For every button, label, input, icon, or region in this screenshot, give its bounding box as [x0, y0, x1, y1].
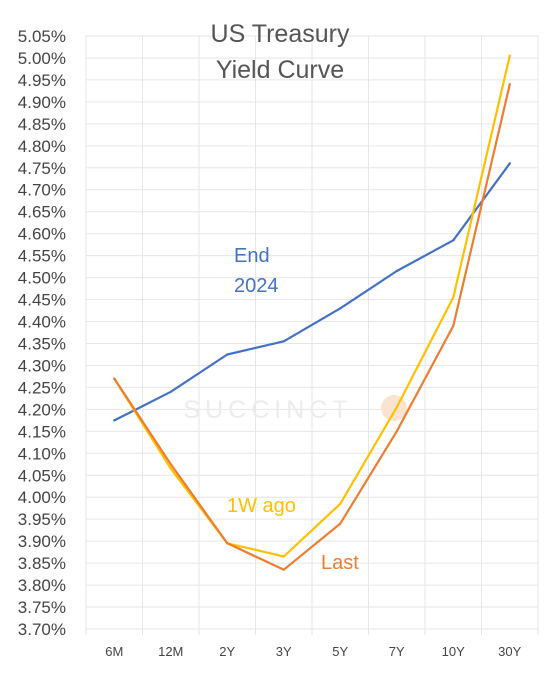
y-tick-label: 4.80%: [18, 137, 66, 156]
y-tick-label: 5.00%: [18, 49, 66, 68]
y-tick-label: 4.65%: [18, 203, 66, 222]
data-point: [508, 83, 511, 86]
data-point: [169, 390, 172, 393]
x-tick-label: 5Y: [332, 644, 348, 659]
y-tick-label: 4.20%: [18, 400, 66, 419]
watermark-text: SUCCINCT: [183, 396, 352, 424]
y-tick-label: 4.10%: [18, 444, 66, 463]
y-tick-label: 3.95%: [18, 510, 66, 529]
grid-layer: [85, 35, 539, 635]
series-layer: [113, 54, 511, 571]
chart-title: US Treasury Yield Curve: [211, 20, 350, 84]
y-tick-label: 3.80%: [18, 576, 66, 595]
data-point: [226, 542, 229, 545]
data-point: [452, 296, 455, 299]
y-tick-label: 3.90%: [18, 532, 66, 551]
data-point: [282, 568, 285, 571]
y-tick-label: 3.70%: [18, 620, 66, 639]
chart-title-line: US Treasury: [211, 20, 350, 48]
y-tick-label: 4.45%: [18, 291, 66, 310]
chart-title-line: Yield Curve: [216, 56, 344, 84]
x-tick-label: 10Y: [442, 644, 465, 659]
y-tick-label: 4.75%: [18, 159, 66, 178]
y-tick-label: 4.15%: [18, 422, 66, 441]
series-label: Last: [321, 552, 359, 574]
y-axis-labels: 5.05% 5.00% 4.95% 4.90% 4.85% 4.80% 4.75% 4.70%…: [18, 27, 66, 639]
data-point: [395, 269, 398, 273]
series-line-2: [113, 83, 511, 571]
y-tick-label: 3.85%: [18, 554, 66, 573]
data-point: [452, 239, 455, 242]
data-point: [113, 419, 116, 422]
x-axis-labels: 6M 12M 2Y 3Y 5Y 7Y 10Y 30Y: [105, 644, 521, 659]
y-tick-label: 4.55%: [18, 247, 66, 266]
series-line-1: [113, 54, 511, 558]
series-line-0: [113, 162, 511, 422]
data-point: [395, 406, 398, 409]
x-tick-label: 2Y: [219, 644, 235, 659]
y-tick-label: 3.75%: [18, 598, 66, 617]
data-point: [452, 324, 455, 328]
data-point: [169, 467, 172, 470]
series-label: 1W ago: [227, 495, 296, 517]
y-tick-label: 4.35%: [18, 334, 66, 353]
x-tick-label: 3Y: [276, 644, 292, 659]
data-point: [113, 377, 116, 380]
y-tick-label: 4.00%: [18, 488, 66, 507]
y-tick-label: 4.40%: [18, 313, 66, 332]
data-point: [508, 54, 511, 57]
series-labels: End 2024 1W ago Last: [227, 245, 359, 574]
x-tick-label: 7Y: [389, 644, 405, 659]
series-label: End: [234, 245, 270, 267]
y-tick-label: 4.25%: [18, 378, 66, 397]
watermark-logo: [381, 395, 407, 421]
y-tick-label: 4.60%: [18, 225, 66, 244]
y-tick-label: 4.90%: [18, 93, 66, 112]
y-tick-label: 4.95%: [18, 71, 66, 90]
data-point: [339, 307, 342, 310]
series-label: 2024: [234, 275, 279, 297]
y-tick-label: 4.50%: [18, 269, 66, 288]
data-point: [169, 463, 172, 466]
y-tick-label: 4.85%: [18, 115, 66, 134]
data-point: [282, 555, 285, 558]
data-point: [226, 353, 229, 356]
y-tick-label: 4.70%: [18, 181, 66, 200]
data-point: [282, 340, 285, 343]
data-point: [508, 162, 511, 165]
y-tick-label: 4.30%: [18, 356, 66, 375]
x-tick-label: 30Y: [498, 644, 521, 659]
y-tick-label: 5.05%: [18, 27, 66, 46]
data-point: [395, 430, 398, 433]
data-point: [339, 502, 342, 505]
data-point: [339, 522, 342, 525]
y-tick-label: 4.05%: [18, 466, 66, 485]
x-tick-label: 6M: [105, 644, 123, 659]
x-tick-label: 12M: [158, 644, 183, 659]
